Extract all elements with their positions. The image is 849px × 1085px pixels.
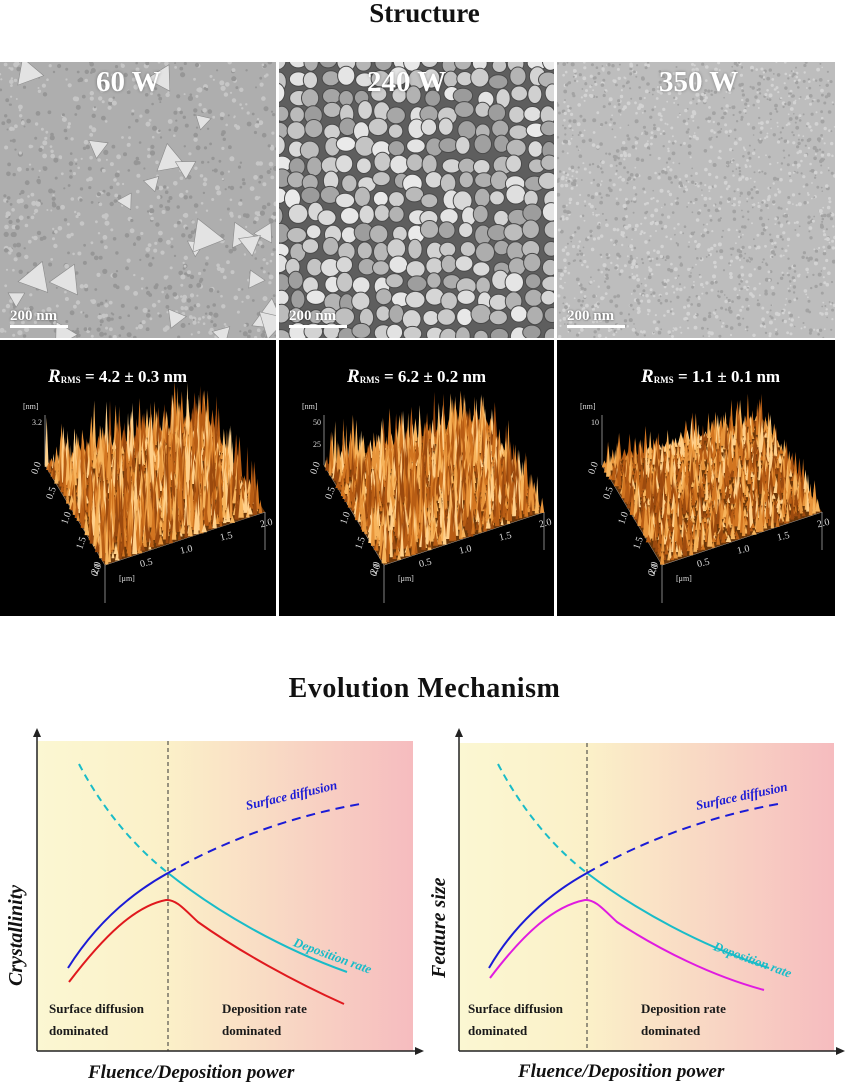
sem-image-60w: 60 W 200 nm — [0, 62, 276, 338]
right-region-label: Deposition rate dominated — [222, 1001, 307, 1038]
scale-bar — [289, 325, 347, 328]
svg-text:1.0: 1.0 — [59, 510, 74, 526]
scale-bar — [10, 325, 68, 328]
svg-text:0.0: 0.0 — [29, 460, 44, 476]
sem-texture — [279, 62, 554, 338]
svg-text:1.0: 1.0 — [179, 543, 194, 557]
y-axis-arrow — [455, 728, 463, 737]
deposition-rate-curve — [586, 872, 770, 969]
crystallinity-diagram: Crystallinity Fluence/Deposition power S… — [0, 728, 424, 1085]
mechanism-plot — [455, 728, 845, 1055]
sem-power-label: 240 W — [367, 66, 447, 98]
scale-bar-label: 200 nm — [10, 308, 58, 324]
svg-text:1.5: 1.5 — [74, 535, 89, 551]
y-axis-label: Feature size — [428, 877, 450, 978]
evolution-mechanism-title: Evolution Mechanism — [288, 673, 561, 704]
scale-bar-label: 200 nm — [567, 308, 615, 324]
left-region-label: Surface diffusion dominated — [468, 1001, 563, 1038]
svg-text:0.5: 0.5 — [139, 557, 154, 571]
rms-roughness-label: RRMS = 4.2 ± 0.3 nm — [48, 366, 188, 387]
feature-size-diagram: Feature size Fluence/Deposition power Su… — [424, 728, 845, 1085]
mechanism-plot — [33, 728, 424, 1055]
plot-background — [459, 743, 834, 1051]
sem-power-label: 350 W — [659, 66, 739, 98]
x-axis-arrow — [836, 1047, 845, 1055]
svg-text:[μm]: [μm] — [119, 574, 135, 583]
svg-text:1.5: 1.5 — [219, 530, 234, 544]
afm-surface-plot: [nm]100.00.51.01.52.0 0.51.01.52.00.0[μm] — [580, 393, 831, 603]
crystallinity-curve — [68, 898, 345, 1005]
afm-image-350w: [nm] 10 0.0 0.5 1.0 1.5 2.0 0.5 1.0 1.5 2.0 0.0 [μm]… — [557, 340, 835, 616]
rms-roughness-label: RRMS = 6.2 ± 0.2 nm — [347, 366, 487, 387]
structure-title: Structure — [369, 0, 480, 28]
deposition-rate-curve-extrapolated — [78, 763, 169, 874]
sem-image-240w: 240 W 200 nm — [279, 62, 554, 338]
svg-text:0.5: 0.5 — [44, 485, 59, 501]
left-region-label: Surface diffusion dominated — [49, 1001, 144, 1038]
surface-diffusion-curve — [488, 872, 588, 969]
sem-image-350w: 350 W 200 nm — [557, 62, 835, 338]
right-region-label: Deposition rate dominated — [641, 1001, 726, 1038]
plot-background — [37, 741, 413, 1051]
deposition-rate-curve — [167, 872, 348, 973]
svg-text:2.0: 2.0 — [259, 517, 274, 531]
rms-roughness-label: RRMS = 1.1 ± 0.1 nm — [641, 366, 781, 387]
x-axis-arrow — [415, 1047, 424, 1055]
x-axis-label: Fluence/Deposition power — [88, 1062, 295, 1083]
sem-texture — [557, 62, 835, 338]
scale-bar-label: 200 nm — [289, 308, 337, 324]
afm-image-240w: [nm] 50 25 0.0 0.5 1.0 1.5 2.0 0.5 1.0 1.5 2.0 0.0 [μ… — [279, 340, 554, 616]
surface-diffusion-curve — [67, 872, 169, 969]
y-axis-label: Crystallinity — [5, 884, 27, 986]
sem-power-label: 60 W — [96, 66, 161, 98]
y-axis-arrow — [33, 728, 41, 737]
feature-size-curve — [489, 898, 765, 991]
deposition-rate-curve-extrapolated — [497, 763, 588, 874]
svg-text:[nm]: [nm] — [23, 402, 39, 411]
scale-bar — [567, 325, 625, 328]
svg-text:0.0: 0.0 — [89, 563, 104, 579]
svg-text:3.2: 3.2 — [32, 418, 42, 427]
sem-texture — [0, 62, 276, 338]
x-axis-label: Fluence/Deposition power — [518, 1061, 725, 1082]
afm-image-60w: [nm] 3.2 0.0 0.5 1.0 1.5 2.0 0.5 1.0 1.5 2.0 0.0 [μm… — [0, 340, 276, 616]
afm-surface-plot: [nm]3.20.00.51.01.52.0 0.51.01.52.00.0[μm… — [23, 381, 274, 603]
svg-text:2.0: 2.0 — [89, 560, 104, 576]
